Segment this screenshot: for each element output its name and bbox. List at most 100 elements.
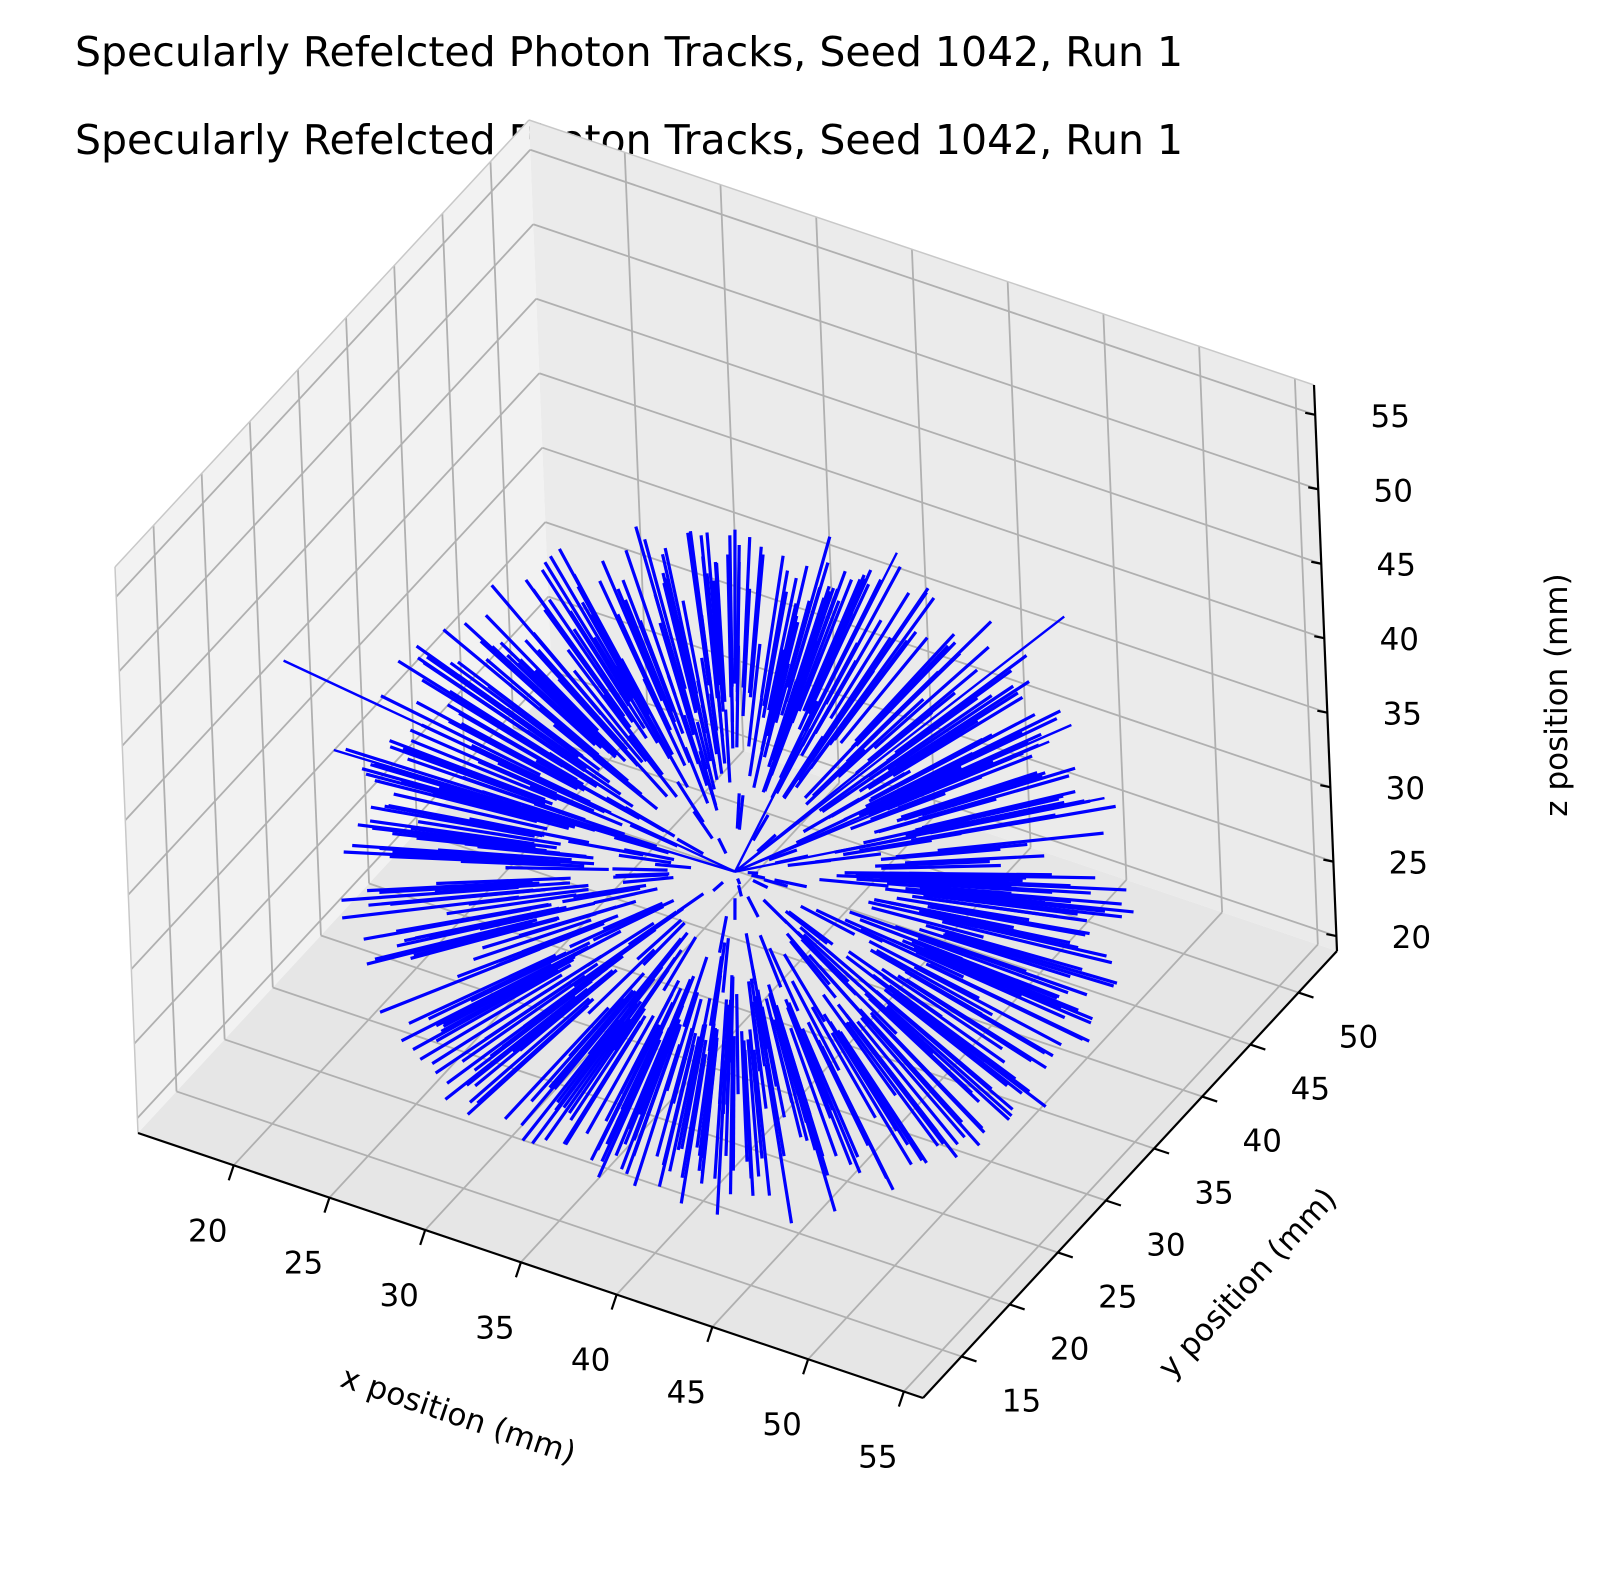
grid-line-z [115, 149, 531, 598]
grid-line-x [1102, 313, 1128, 880]
photon-track [442, 955, 576, 1028]
photon-track [647, 717, 690, 789]
photon-track [485, 658, 600, 757]
photon-track [620, 1034, 675, 1170]
photon-track [929, 963, 1090, 1043]
photon-track [830, 1031, 913, 1166]
photon-track [586, 921, 655, 967]
photon-track [843, 970, 935, 1055]
photon-track [810, 1006, 877, 1119]
chart-title: Specularly Refelcted Photon Tracks, Seed… [75, 28, 1184, 76]
photon-track [688, 530, 713, 685]
photon-track [821, 761, 895, 814]
x-tick [323, 1197, 331, 1213]
photon-track [460, 859, 585, 868]
photon-track [361, 767, 531, 817]
grid-line-x [1293, 378, 1319, 945]
z-tick-label: 50 [1374, 473, 1413, 509]
photon-track [833, 630, 918, 741]
photon-track [741, 536, 752, 688]
grid-line-x [807, 911, 1223, 1360]
y-tick-label: 35 [1194, 1176, 1233, 1212]
photon-track [372, 826, 536, 850]
photon-track-outlier [333, 748, 736, 873]
photon-track [713, 561, 726, 702]
photon-track [705, 532, 722, 686]
grid-line-z [133, 596, 550, 1045]
y-tick-label: 30 [1146, 1227, 1185, 1263]
x-tick-label: 35 [475, 1310, 514, 1346]
photon-track [904, 854, 1045, 865]
photon-track [863, 817, 969, 845]
photon-track [871, 974, 986, 1063]
y-tick [961, 1355, 977, 1363]
photon-track [917, 936, 1069, 995]
photon-track [511, 969, 614, 1053]
photon-track [918, 927, 1071, 979]
photon-track [747, 870, 759, 875]
y-tick-label: 50 [1339, 1020, 1378, 1056]
photon-track [944, 931, 1118, 985]
photon-track [400, 963, 553, 1043]
y-tick [1250, 1043, 1266, 1051]
photon-track [871, 906, 984, 939]
photon-track [686, 532, 711, 686]
photon-track [629, 823, 679, 848]
grid-line-y [248, 421, 274, 988]
photon-track [562, 886, 641, 904]
photon-track [818, 965, 890, 1045]
photon-track [915, 950, 1066, 1020]
x-tick-label: 30 [379, 1278, 418, 1314]
photon-track [756, 833, 777, 853]
photon-track [870, 775, 983, 821]
photon-track [572, 628, 648, 740]
photon-track [446, 703, 578, 782]
z-tick [1320, 784, 1331, 789]
photon-track [895, 680, 1030, 769]
y-tick [1105, 1199, 1122, 1207]
photon-track [680, 1039, 708, 1178]
photon-track [905, 978, 1047, 1070]
photon-track [930, 953, 1092, 1025]
photon-track [782, 735, 825, 799]
photon-track [748, 697, 764, 777]
photon-track [925, 923, 1083, 972]
photon-track [933, 873, 1096, 880]
photon-track [761, 726, 788, 793]
photon-track [859, 928, 965, 979]
photon-track [712, 881, 725, 893]
y-tick [1201, 1095, 1218, 1103]
photon-track [470, 743, 591, 804]
photon-track [905, 888, 1046, 907]
photon-track [800, 904, 856, 936]
photon-track [699, 535, 718, 687]
photon-track-outlier [734, 615, 1065, 873]
photon-track [568, 972, 646, 1058]
photon-track [510, 916, 613, 958]
photon-track [552, 723, 637, 793]
photon-track [643, 538, 687, 690]
photon-track [822, 1013, 899, 1132]
photon-track [653, 594, 693, 720]
photon-track [676, 1024, 706, 1151]
photon-track [845, 1021, 940, 1147]
photon-track [380, 694, 541, 777]
photon-track [744, 933, 757, 984]
photon-track [410, 917, 557, 960]
photon-track [601, 694, 664, 776]
photon-track [773, 1019, 809, 1142]
grid-line-y [489, 161, 515, 728]
photon-track [489, 971, 602, 1058]
photon-track [891, 992, 1023, 1095]
photon-track [780, 586, 822, 716]
photon-track [568, 839, 644, 857]
photon-track [573, 883, 647, 899]
photon-track [782, 953, 827, 1023]
photon-track [839, 587, 930, 717]
photon-track [604, 904, 665, 937]
pane-edge [114, 119, 530, 568]
grid-line-y [393, 265, 419, 832]
photon-track [927, 904, 1086, 937]
photon-track [784, 909, 829, 945]
photon-track [880, 739, 1001, 802]
